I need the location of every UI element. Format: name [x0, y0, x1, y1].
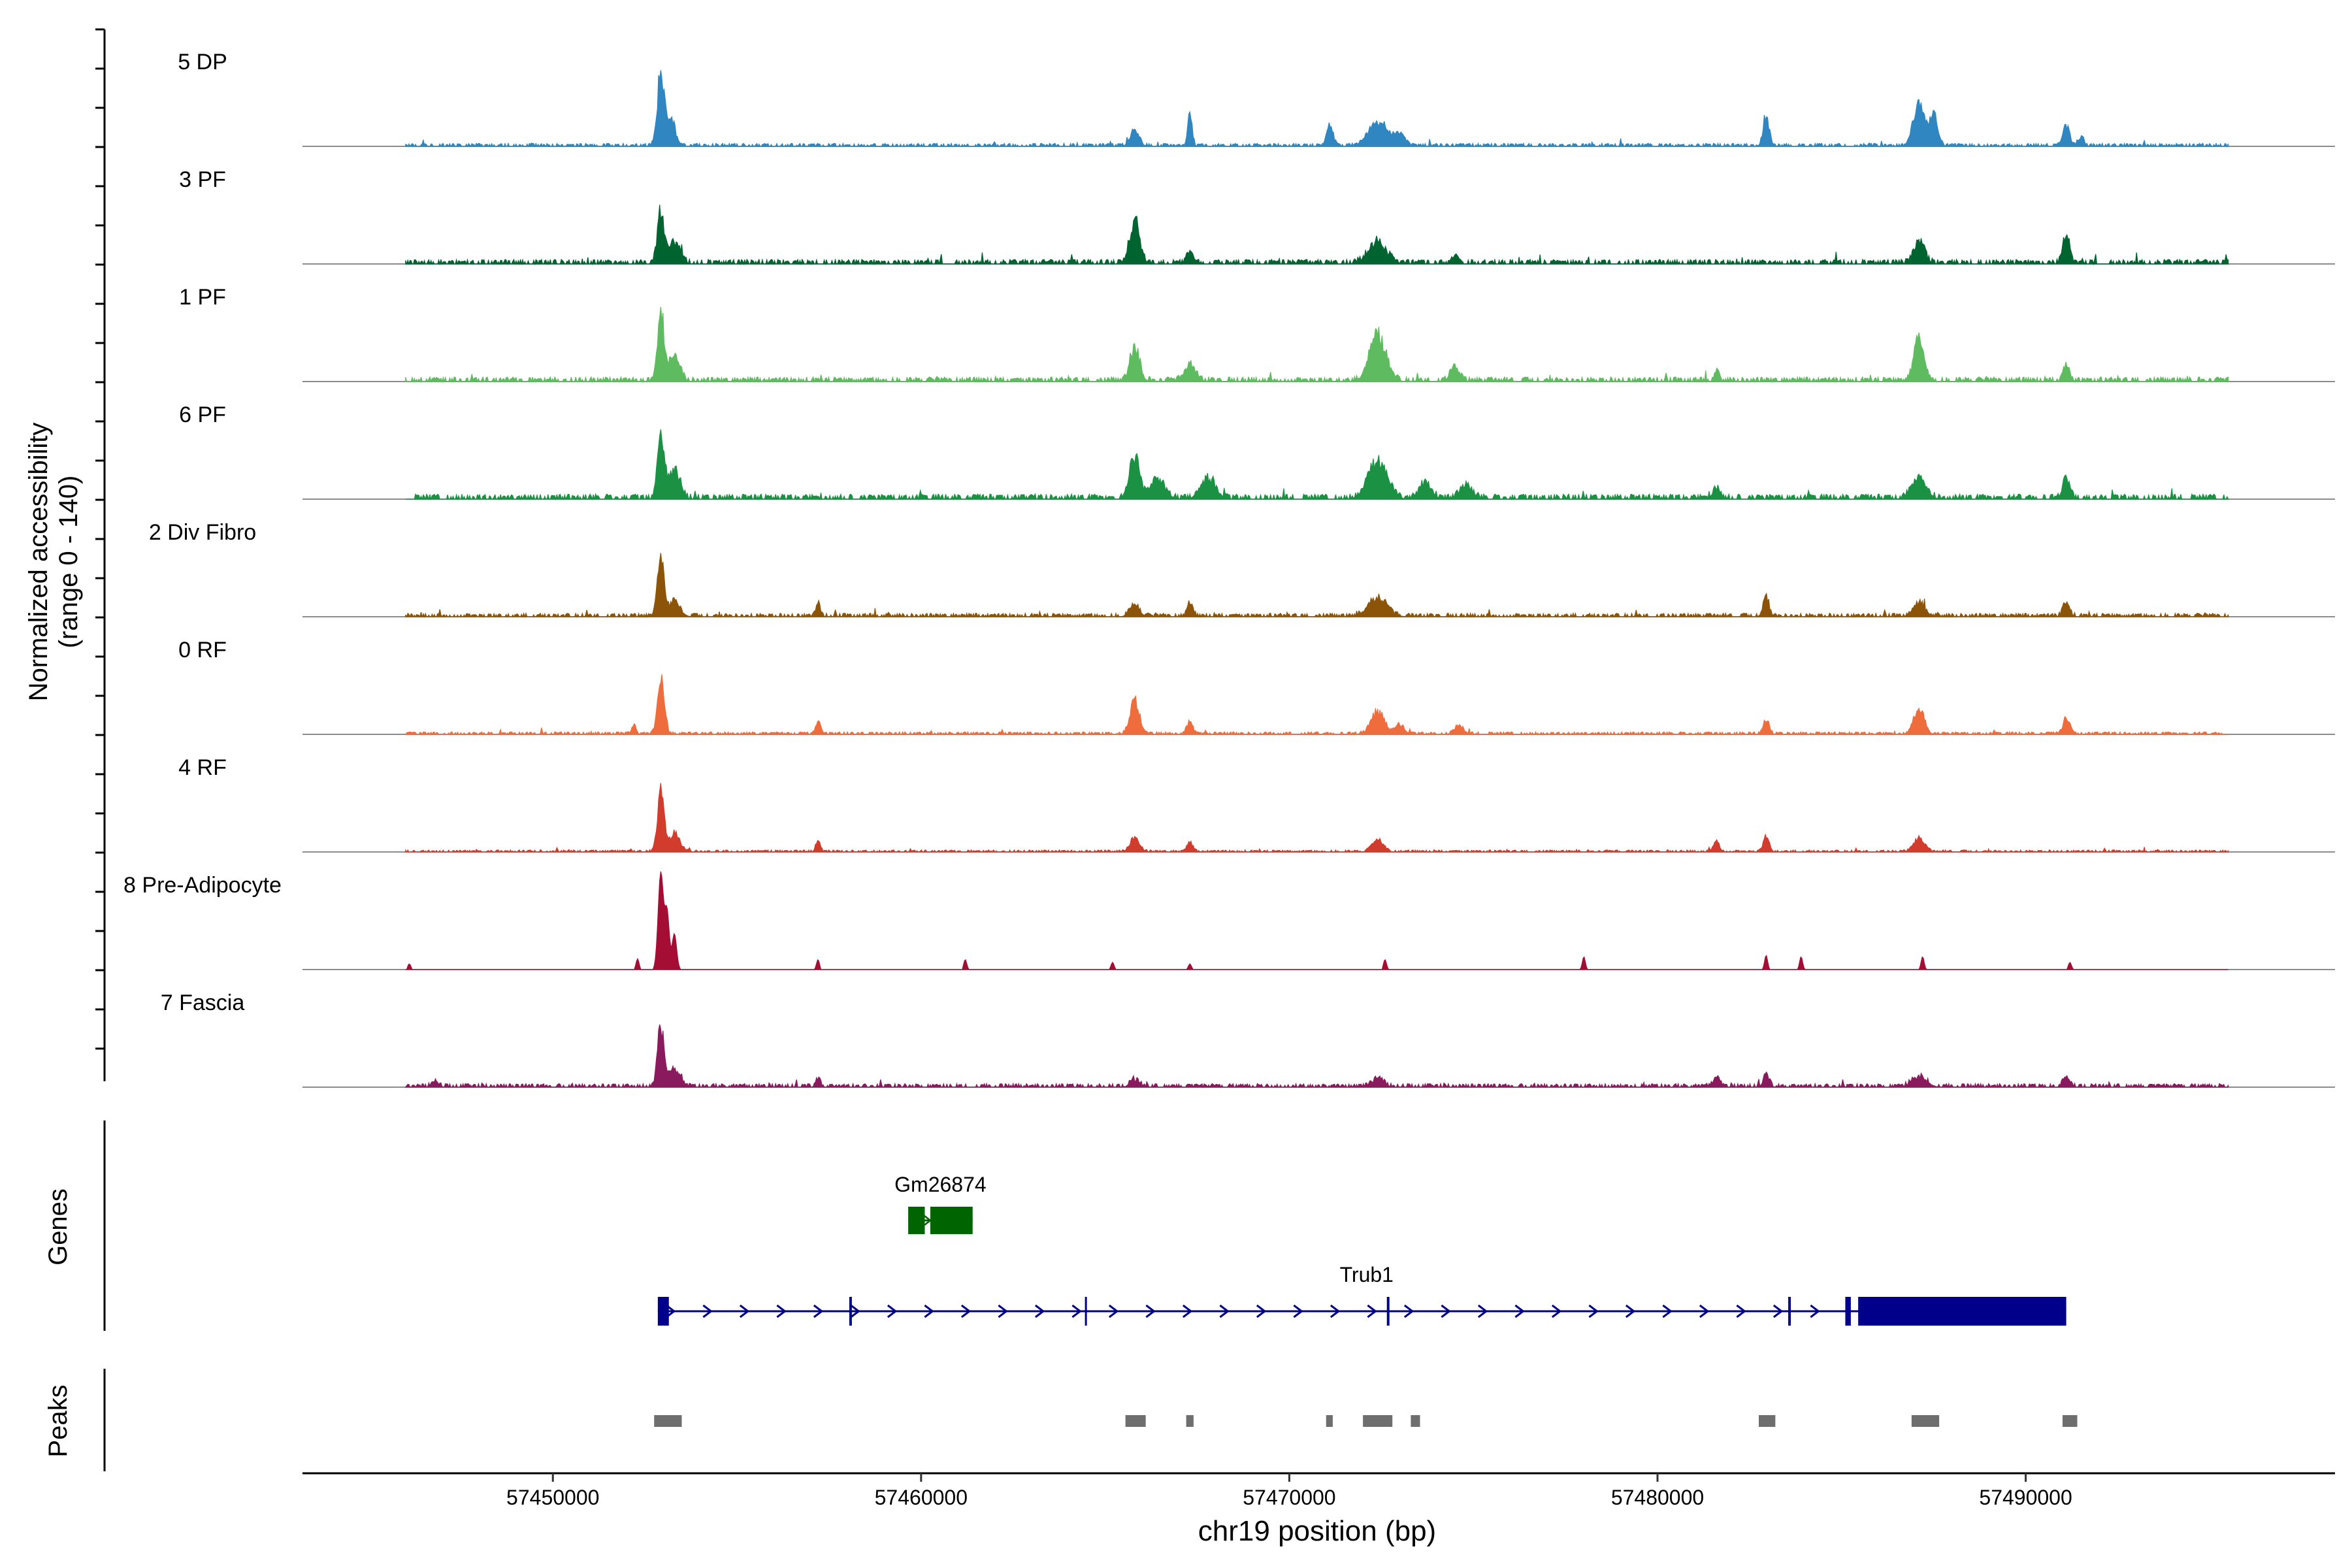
track-3-pf: 3 PF — [179, 167, 2335, 266]
x-tick-label: 57460000 — [875, 1486, 968, 1509]
track-7-fascia: 7 Fascia — [161, 990, 2335, 1089]
coverage-area — [405, 871, 2229, 970]
strand-arrow — [1625, 1304, 1636, 1318]
strand-arrow — [1441, 1304, 1451, 1318]
peak-region — [1363, 1415, 1393, 1427]
peak-region — [654, 1415, 682, 1427]
peak-region — [1125, 1415, 1146, 1427]
gene-gm26874: Gm26874 — [894, 1173, 987, 1234]
track-label: 5 DP — [178, 50, 227, 74]
strand-arrow — [1662, 1304, 1673, 1318]
gene-label: Gm26874 — [894, 1173, 987, 1196]
track-label: 4 RF — [178, 755, 227, 780]
strand-arrow — [924, 1304, 934, 1318]
strand-arrow — [1293, 1304, 1303, 1318]
peaks-panel-label: Peaks — [44, 1384, 73, 1457]
track-label: 3 PF — [179, 167, 226, 192]
strand-arrow — [1403, 1304, 1414, 1318]
track-label: 6 PF — [179, 402, 226, 427]
strand-arrow — [1145, 1304, 1156, 1318]
track-0-rf: 0 RF — [178, 638, 2335, 736]
x-tick-label: 57470000 — [1243, 1486, 1335, 1509]
gene-exon — [1788, 1297, 1791, 1326]
strand-arrow — [960, 1304, 972, 1318]
coverage-area — [405, 204, 2229, 266]
coverage-area — [404, 1024, 2229, 1089]
peak-region — [1411, 1415, 1420, 1427]
track-1-pf: 1 PF — [179, 285, 2335, 384]
gene-exon — [849, 1297, 852, 1326]
x-tick-label: 57450000 — [506, 1486, 599, 1509]
track-6-pf: 6 PF — [179, 402, 2335, 501]
strand-arrow — [702, 1304, 713, 1318]
strand-arrow — [1810, 1304, 1820, 1318]
genes-panel: Gm26874 Trub1 — [657, 1173, 2066, 1326]
gene-label: Trub1 — [1340, 1263, 1394, 1286]
strand-arrow — [1588, 1304, 1599, 1318]
peak-region — [2062, 1415, 2078, 1427]
strand-arrow — [1514, 1304, 1525, 1318]
coverage-area — [405, 70, 2229, 148]
gene-exon — [1858, 1297, 2066, 1326]
coverage-axis-ticks — [95, 28, 105, 1050]
strand-arrow — [1699, 1304, 1710, 1318]
strand-arrow — [1108, 1304, 1119, 1318]
track-5-dp: 5 DP — [178, 50, 2335, 148]
y-axis-label-line2: (range 0 - 140) — [54, 476, 83, 649]
track-label: 7 Fascia — [161, 990, 245, 1015]
strand-arrow — [1219, 1304, 1230, 1318]
track-label: 0 RF — [178, 638, 227, 662]
track-label: 8 Pre-Adipocyte — [123, 873, 282, 898]
strand-arrow — [850, 1304, 860, 1318]
strand-arrow — [1551, 1304, 1562, 1318]
peak-region — [1186, 1415, 1194, 1427]
strand-arrow — [1772, 1304, 1784, 1318]
coverage-area — [405, 553, 2229, 619]
strand-arrow — [998, 1304, 1008, 1318]
strand-arrow — [776, 1304, 787, 1318]
genes-panel-label: Genes — [44, 1188, 73, 1266]
strand-arrow — [887, 1304, 898, 1318]
track-4-rf: 4 RF — [178, 755, 2335, 853]
track-2-div-fibro: 2 Div Fibro — [149, 520, 2335, 619]
strand-arrow — [1071, 1304, 1082, 1318]
peak-region — [1326, 1415, 1333, 1427]
peaks-panel — [654, 1415, 2078, 1427]
gene-exon — [657, 1297, 669, 1326]
gene-exon — [1386, 1297, 1390, 1326]
gene-exon — [930, 1207, 973, 1234]
x-axis-ticks: 57450000 57460000 57470000 57480000 57490000 — [506, 1473, 2072, 1509]
coverage-area — [405, 306, 2229, 384]
track-label: 2 Div Fibro — [149, 520, 256, 545]
coverage-area — [405, 783, 2229, 853]
track-8-pre-adipocyte: 8 Pre-Adipocyte — [123, 871, 2335, 970]
gene-exon — [1085, 1297, 1087, 1326]
x-axis-label: chr19 position (bp) — [1198, 1515, 1436, 1547]
x-tick-label: 57490000 — [1979, 1486, 2072, 1509]
strand-arrow — [1736, 1304, 1746, 1318]
y-axis-label-line1: Normalized accessibility — [24, 423, 53, 702]
track-label: 1 PF — [179, 285, 226, 310]
gene-exon — [1845, 1297, 1851, 1326]
strand-arrow — [739, 1304, 750, 1318]
peak-region — [1911, 1415, 1940, 1427]
strand-arrow — [1034, 1304, 1045, 1318]
strand-arrow — [1330, 1304, 1341, 1318]
peak-region — [1758, 1415, 1776, 1427]
strand-arrow — [665, 1304, 676, 1318]
strand-arrow — [1182, 1304, 1193, 1318]
x-tick-label: 57480000 — [1611, 1486, 1704, 1509]
gene-trub1: Trub1 — [657, 1263, 2066, 1326]
coverage-area — [404, 674, 2229, 736]
strand-arrow — [1477, 1304, 1488, 1318]
strand-arrow — [1256, 1304, 1267, 1318]
coverage-area — [405, 429, 2229, 501]
coverage-tracks: 5 DP 3 PF 1 PF 6 PF 2 Div Fibro 0 RF 4 RF 8 Pre… — [123, 50, 2335, 1089]
strand-arrow — [813, 1304, 824, 1318]
strand-arrow — [1367, 1304, 1377, 1318]
gene-exon — [908, 1207, 925, 1234]
